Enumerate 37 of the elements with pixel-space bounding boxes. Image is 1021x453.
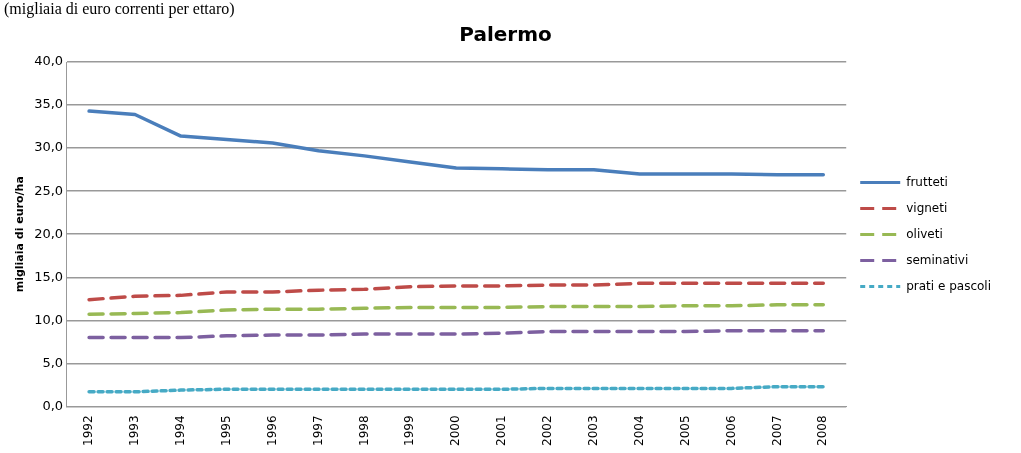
y-tick-label: 40,0 — [34, 53, 64, 69]
x-tick-label: 2000 — [448, 415, 463, 447]
y-tick-label: 30,0 — [34, 139, 64, 155]
line-series — [87, 328, 826, 340]
x-tick-label: 2004 — [631, 415, 646, 447]
legend-label: oliveti — [906, 226, 943, 241]
x-tick-label: 2001 — [494, 415, 509, 447]
x-tick-label: 1999 — [402, 415, 417, 447]
x-tick-label: 2007 — [769, 415, 784, 447]
y-tick-label: 35,0 — [34, 96, 64, 112]
y-tick-label: 25,0 — [34, 182, 64, 198]
y-tick-label: 0,0 — [42, 397, 64, 413]
legend-label: vigneti — [906, 200, 948, 215]
x-tick-label: 2002 — [540, 415, 555, 447]
y-axis-title: migliaia di euro/ha — [13, 176, 27, 293]
x-tick-label: 2006 — [723, 415, 738, 447]
line-series — [87, 281, 826, 302]
y-tick-label: 15,0 — [34, 268, 64, 284]
x-tick-label: 1992 — [81, 415, 96, 447]
y-tick-label: 20,0 — [34, 225, 64, 241]
legend-label: seminativi — [906, 252, 969, 267]
legend-label: prati e pascoli — [906, 278, 992, 293]
x-tick-label: 1996 — [264, 415, 279, 447]
text: (migliaia di euro correnti per ettaro) — [3, 0, 236, 20]
line-series — [87, 303, 826, 317]
x-tick-label: 2003 — [585, 415, 600, 447]
legend-label: frutteti — [906, 174, 948, 189]
x-tick-label: 2008 — [815, 415, 830, 447]
y-tick-label: 5,0 — [42, 354, 64, 370]
x-tick-label: 2005 — [677, 415, 692, 447]
x-tick-label: 1993 — [127, 415, 142, 447]
chart-title: Palermo — [459, 22, 552, 47]
x-tick-label: 1995 — [218, 415, 233, 447]
x-tick-label: 1994 — [172, 415, 187, 447]
y-tick-label: 10,0 — [34, 311, 64, 327]
x-tick-label: 1998 — [356, 415, 371, 447]
x-tick-label: 1997 — [310, 415, 325, 447]
